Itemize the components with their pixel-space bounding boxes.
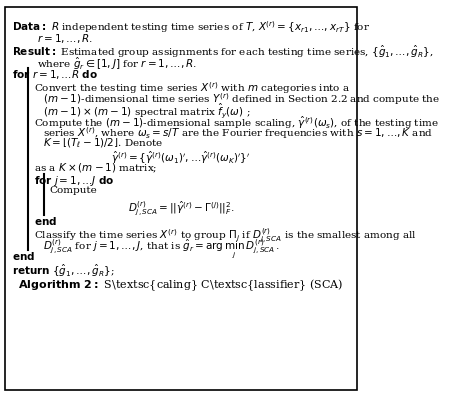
- Text: $\mathbf{for}$ $j = 1, \ldots J$ $\mathbf{do}$: $\mathbf{for}$ $j = 1, \ldots J$ $\mathb…: [34, 174, 114, 188]
- Text: $K = \lfloor(T_\ell - 1)/2\rfloor$. Denote: $K = \lfloor(T_\ell - 1)/2\rfloor$. Deno…: [43, 136, 163, 150]
- Text: $(m-1)$-dimensional time series $Y^{(r)}$ defined in Section 2.2 and compute the: $(m-1)$-dimensional time series $Y^{(r)}…: [43, 91, 440, 107]
- Text: $\mathbf{end}$: $\mathbf{end}$: [34, 215, 57, 227]
- Text: Compute: Compute: [50, 186, 98, 195]
- Text: $D_{j,SCA}^{(r)} = ||\hat{\gamma}^{(r)} - \Gamma^{(j)}||_F^2.$: $D_{j,SCA}^{(r)} = ||\hat{\gamma}^{(r)} …: [127, 200, 234, 218]
- Text: as a $K \times (m-1)$ matrix;: as a $K \times (m-1)$ matrix;: [34, 162, 157, 175]
- Text: $\hat{\gamma}^{(r)} = \{\hat{\gamma}^{(r)}(\omega_1)^\prime, \ldots \hat{\gamma}: $\hat{\gamma}^{(r)} = \{\hat{\gamma}^{(r…: [111, 150, 251, 166]
- Text: Compute the $(m-1)$-dimensional sample scaling, $\hat{\gamma}^{(r)}(\omega_s)$, : Compute the $(m-1)$-dimensional sample s…: [34, 114, 439, 131]
- Text: $r = 1, \ldots, R.$: $r = 1, \ldots, R.$: [37, 32, 93, 45]
- Text: $D_{j,SCA}^{(r)}$ for $j = 1, \ldots, J$, that is $\hat{g}_r = \arg\min_j \, D_{: $D_{j,SCA}^{(r)}$ for $j = 1, \ldots, J$…: [43, 238, 280, 261]
- Text: $\mathbf{Result:}$ Estimated group assignments for each testing time series, $\{: $\mathbf{Result:}$ Estimated group assig…: [12, 44, 434, 60]
- Text: $\mathbf{return}$ $\{\hat{g}_1, \ldots, \hat{g}_R\}$;: $\mathbf{return}$ $\{\hat{g}_1, \ldots, …: [12, 262, 115, 278]
- Text: $(m-1) \times (m-1)$ spectral matrix $\hat{f}_y(\omega)$ ;: $(m-1) \times (m-1)$ spectral matrix $\h…: [43, 102, 250, 120]
- Text: where $\hat{g}_r \in [1, J]$ for $r = 1, \ldots, R.$: where $\hat{g}_r \in [1, J]$ for $r = 1,…: [37, 56, 197, 72]
- Text: $\mathbf{for}$ $r = 1, \ldots R$ $\mathbf{do}$: $\mathbf{for}$ $r = 1, \ldots R$ $\mathb…: [12, 68, 98, 81]
- Text: $\mathbf{Algorithm\ 2:}$ S\textsc{caling} C\textsc{lassifier} (SCA): $\mathbf{Algorithm\ 2:}$ S\textsc{caling…: [18, 278, 343, 293]
- Text: $\mathbf{end}$: $\mathbf{end}$: [12, 250, 35, 262]
- Text: series $X^{(r)}$, where $\omega_s = s/T$ are the Fourier frequencies with $s = 1: series $X^{(r)}$, where $\omega_s = s/T$…: [43, 125, 433, 141]
- Text: Classify the time series $X^{(r)}$ to group $\Pi_j$ if $D_{j,SCA}^{(r)}$ is the : Classify the time series $X^{(r)}$ to gr…: [34, 227, 416, 245]
- Text: Convert the testing time series $X^{(r)}$ with $m$ categories into a: Convert the testing time series $X^{(r)}…: [34, 80, 350, 96]
- Text: $\mathbf{Data:}$ $R$ independent testing time series of $T$, $X^{(r)} = \{x_{r1}: $\mathbf{Data:}$ $R$ independent testing…: [12, 19, 370, 35]
